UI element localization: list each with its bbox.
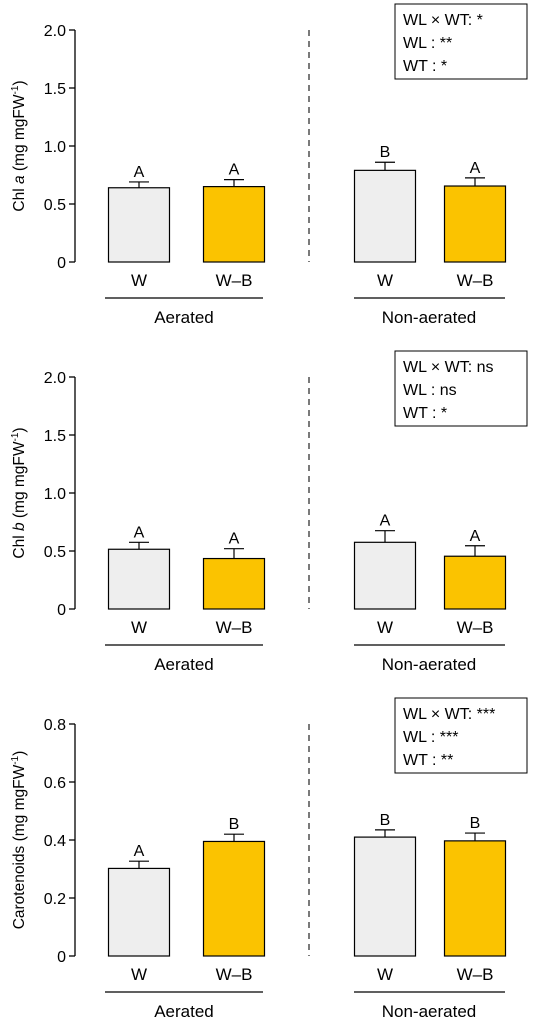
x-category-label: W–B [216, 618, 253, 637]
y-tick-label: 2.0 [44, 23, 66, 40]
bar [202, 840, 266, 957]
bar [107, 187, 171, 263]
significance-letter: B [380, 144, 391, 161]
y-tick-label: 0.2 [44, 891, 66, 908]
significance-letter: B [470, 815, 481, 832]
y-tick-label: 0 [57, 255, 66, 272]
y-axis-label-part: ) [11, 751, 28, 756]
group-label: Non-aerated [382, 655, 477, 674]
y-tick-label: 0 [57, 602, 66, 619]
x-category-label: W [377, 965, 393, 984]
y-axis-label-part: (mg mgFW [11, 94, 28, 175]
significance-letter: B [229, 816, 240, 833]
y-axis-label-part: ) [11, 427, 28, 432]
y-tick-label: 0 [57, 949, 66, 966]
chart-panel-chl-a: 0 0.5 1.0 1.5 2.0 Chl a (mg mgFW-1) A W A W–B B W A W… [10, 3, 528, 327]
group-label: Aerated [154, 655, 214, 674]
y-tick-label: 0.5 [44, 544, 66, 561]
y-axis-label-part: (mg mgFW [11, 441, 28, 522]
y-axis-label-part: Chl [11, 531, 28, 559]
bar [443, 840, 507, 957]
significance-letter: A [470, 528, 481, 545]
significance-letter: A [134, 843, 145, 860]
significance-letter: A [134, 524, 145, 541]
stats-box [394, 697, 528, 774]
bar [443, 185, 507, 263]
y-tick-label: 1.0 [44, 486, 66, 503]
bar [353, 541, 417, 610]
x-category-label: W [377, 271, 393, 290]
group-label: Non-aerated [382, 1002, 477, 1021]
x-category-label: W–B [457, 965, 494, 984]
significance-letter: A [229, 162, 240, 179]
y-axis-label-part: Carotenoids [11, 845, 28, 929]
x-category-label: W [131, 965, 147, 984]
x-category-label: W–B [216, 965, 253, 984]
y-axis-label-part: -1 [10, 432, 21, 441]
significance-letter: A [380, 513, 391, 530]
stats-line: WL × WT: *** [403, 706, 495, 723]
bar [202, 186, 266, 263]
y-tick-label: 1.5 [44, 428, 66, 445]
y-axis-label-part: -1 [10, 755, 21, 764]
significance-letter: A [470, 160, 481, 177]
y-axis-label-part: a [11, 175, 28, 184]
x-category-label: W [377, 618, 393, 637]
stats-line: WL : ** [403, 35, 452, 52]
y-axis-label: Chl a (mg mgFW-1) [10, 80, 28, 211]
stats-line: WT : ** [403, 752, 453, 769]
x-category-label: W [131, 271, 147, 290]
y-axis-label-part: ) [11, 80, 28, 85]
y-tick-label: 2.0 [44, 370, 66, 387]
x-category-label: W–B [457, 271, 494, 290]
y-axis-label-part: Chl [11, 184, 28, 212]
y-tick-label: 0.4 [44, 833, 66, 850]
stats-box [394, 350, 528, 427]
significance-letter: A [229, 531, 240, 548]
bar [202, 557, 266, 610]
significance-letter: B [380, 812, 391, 829]
x-category-label: W–B [457, 618, 494, 637]
group-label: Aerated [154, 1002, 214, 1021]
chart-panel-chl-b: 0 0.5 1.0 1.5 2.0 Chl b (mg mgFW-1) A W A W–B A W A W… [10, 350, 528, 674]
x-category-label: W [131, 618, 147, 637]
y-tick-label: 0.8 [44, 717, 66, 734]
y-axis-label-part: b [11, 522, 28, 531]
y-tick-label: 0.6 [44, 775, 66, 792]
significance-letter: A [134, 164, 145, 181]
stats-line: WT : * [403, 405, 447, 422]
stats-line: WT : * [403, 58, 447, 75]
bar [353, 169, 417, 263]
stats-line: WL : *** [403, 729, 458, 746]
group-label: Non-aerated [382, 308, 477, 327]
stats-line: WL × WT: * [403, 12, 483, 29]
stats-box [394, 3, 528, 80]
stats-line: WL : ns [403, 382, 457, 399]
y-tick-label: 0.5 [44, 197, 66, 214]
bar [443, 555, 507, 610]
bar [107, 548, 171, 610]
y-axis-label-part: (mg mgFW [11, 764, 28, 845]
chart-panel-carotenoids: 0 0.2 0.4 0.6 0.8 Carotenoids (mg mgFW-1) A W B W… [10, 697, 528, 1021]
x-category-label: W–B [216, 271, 253, 290]
stats-line: WL × WT: ns [403, 359, 494, 376]
y-axis-label-part: -1 [10, 85, 21, 94]
y-axis-label: Carotenoids (mg mgFW-1) [10, 751, 28, 930]
bar [107, 867, 171, 957]
y-axis-label: Chl b (mg mgFW-1) [10, 427, 28, 558]
y-tick-label: 1.0 [44, 139, 66, 156]
bar [353, 836, 417, 957]
group-label: Aerated [154, 308, 214, 327]
y-tick-label: 1.5 [44, 81, 66, 98]
